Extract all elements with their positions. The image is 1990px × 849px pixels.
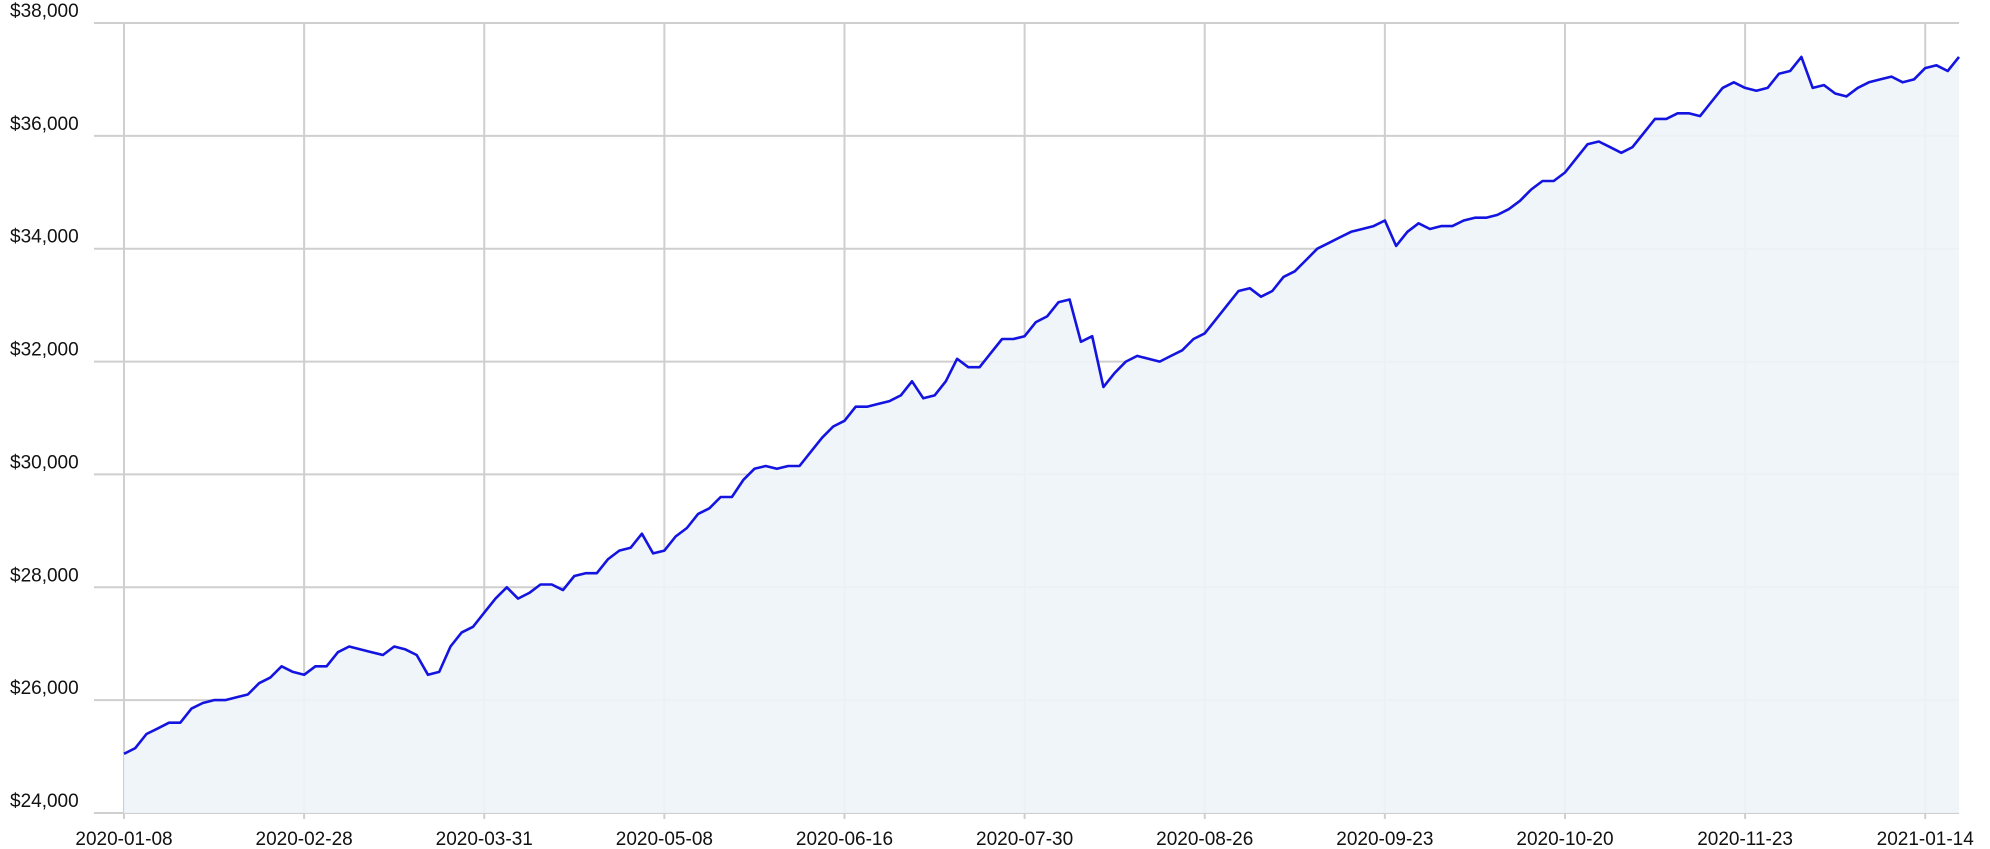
y-tick-label: $36,000	[10, 114, 79, 135]
y-tick-label: $30,000	[10, 452, 79, 473]
x-tick-label: 2020-05-08	[616, 829, 713, 849]
x-tick-label: 2020-06-16	[796, 829, 893, 849]
area-fill	[124, 56, 1959, 813]
x-tick-label: 2020-10-20	[1516, 829, 1613, 849]
y-tick-label: $32,000	[10, 340, 79, 361]
y-tick-label: $28,000	[10, 565, 79, 586]
x-tick-label: 2020-03-31	[436, 829, 533, 849]
y-tick-label: $24,000	[10, 791, 79, 812]
x-tick-label: 2020-09-23	[1336, 829, 1433, 849]
line	[123, 55, 1961, 755]
x-tick-label: 2021-01-14	[1877, 829, 1975, 849]
x-tick-label: 2020-11-23	[1697, 829, 1793, 849]
x-tick-label: 2020-01-08	[75, 829, 172, 849]
y-tick-label: $38,000	[10, 1, 79, 22]
y-tick-label: $26,000	[10, 678, 79, 699]
y-tick-label: $34,000	[10, 227, 79, 248]
x-tick-label: 2020-02-28	[256, 829, 353, 849]
x-tick-label: 2020-07-30	[976, 829, 1073, 849]
x-tick-label: 2020-08-26	[1156, 829, 1253, 849]
